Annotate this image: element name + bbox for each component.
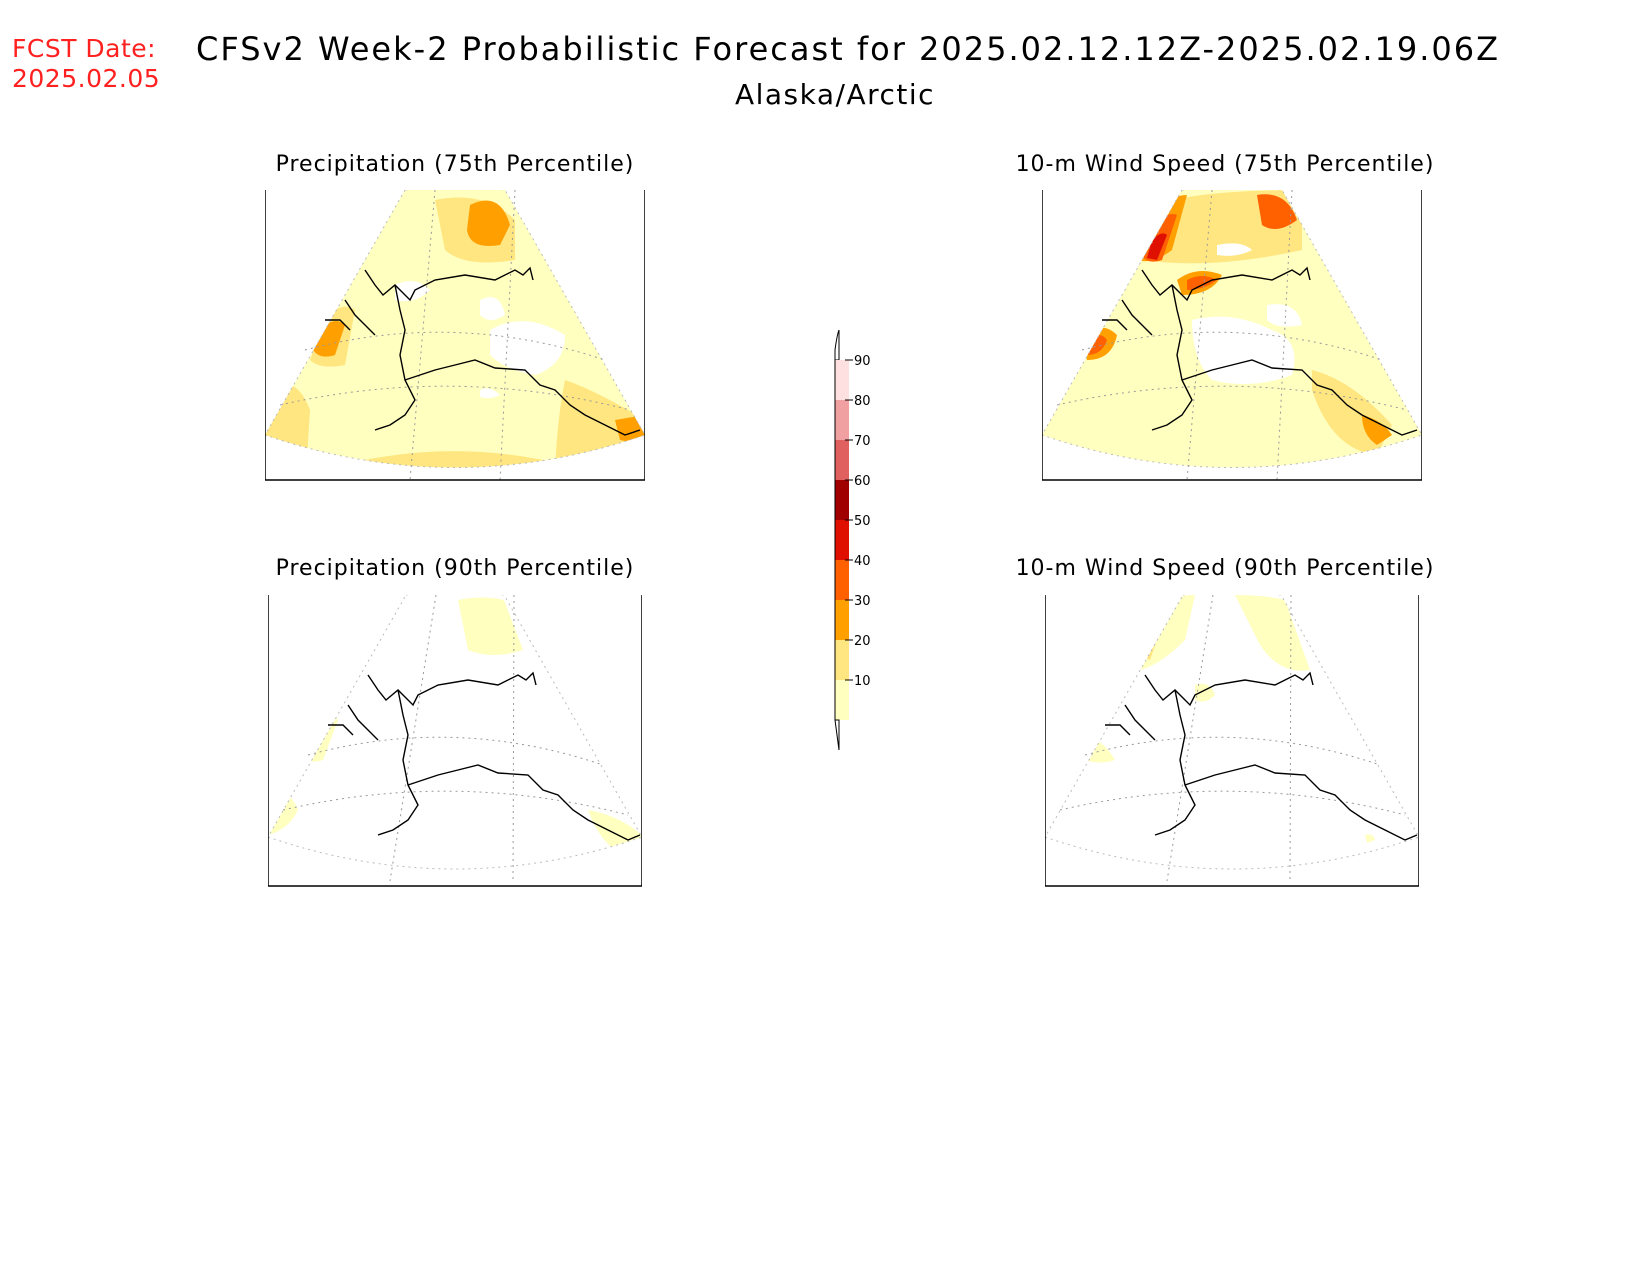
forecast-date-block: FCST Date: 2025.02.05 [12, 34, 160, 94]
colorbar-segment-70 [835, 440, 849, 480]
wind-90-region-10e [1365, 834, 1375, 843]
precip-75-region-blank [490, 321, 565, 375]
precip-75-region-blank3 [395, 281, 430, 302]
colorbar-segment-40 [835, 560, 849, 600]
precip-75-region-blank4 [480, 388, 500, 399]
colorbar-label-50: 50 [854, 514, 871, 529]
precip-90-region-10 [458, 597, 523, 655]
map-precip-75 [265, 190, 645, 481]
colorbar-label-30: 30 [854, 594, 871, 609]
precip-75-region-20e [365, 451, 565, 468]
colorbar-segment-10 [835, 680, 849, 720]
map-wind-90 [1045, 595, 1419, 887]
map-precip-90 [268, 595, 642, 887]
colorbar-label-10: 10 [854, 674, 871, 689]
colorbar-segment-60 [835, 480, 849, 520]
colorbar-label-40: 40 [854, 554, 871, 569]
colorbar-top-tip [834, 330, 840, 361]
forecast-date-label: FCST Date: [12, 34, 157, 63]
wind-90-region-10b [1235, 595, 1310, 671]
colorbar: 90 80 70 60 50 40 30 20 10 [834, 330, 871, 750]
page-title-text: CFSv2 Week-2 Probabilistic Forecast for … [196, 30, 1501, 68]
coastline-wind-90 [1105, 671, 1418, 841]
colorbar-bottom-tip [834, 719, 840, 750]
forecast-date-value: 2025.02.05 [12, 64, 161, 93]
colorbar-label-80: 80 [854, 394, 871, 409]
coastline-wind-75 [1102, 266, 1418, 436]
wind-75-region-30d [1362, 415, 1392, 445]
colorbar-segment-30 [835, 600, 849, 640]
colorbar-segment-90 [835, 360, 849, 400]
colorbar-label-20: 20 [854, 634, 871, 649]
map-wind-75 [1042, 190, 1422, 481]
coastline-precip-90 [328, 671, 641, 841]
precip-75-region-blank2 [480, 297, 505, 320]
panel-title-precip-90: Precipitation (90th Percentile) [275, 556, 635, 581]
colorbar-segment-50 [835, 520, 849, 560]
precip-75-region-20c [265, 383, 310, 468]
coastline-precip-75 [325, 266, 641, 436]
panel-title-wind-75: 10-m Wind Speed (75th Percentile) [1015, 152, 1435, 177]
colorbar-label-90: 90 [854, 354, 871, 369]
colorbar-segment-80 [835, 400, 849, 440]
wind-75-region-30b [1257, 194, 1297, 229]
wind-75-region-blank3 [1217, 243, 1252, 256]
colorbar-label-70: 70 [854, 434, 871, 449]
colorbar-segment-20 [835, 640, 849, 680]
colorbar-label-60: 60 [854, 474, 871, 489]
region-subtitle: Alaska/Arctic [734, 78, 936, 111]
panel-title-wind-90: 10-m Wind Speed (90th Percentile) [1015, 556, 1435, 581]
precip-90-region-10e [528, 860, 598, 869]
precip-90-region-10f [318, 864, 353, 869]
wind-75-region-50b [1187, 276, 1217, 290]
panel-title-precip-75: Precipitation (75th Percentile) [275, 152, 635, 177]
wind-75-region-blank2 [1267, 304, 1302, 327]
precip-75-region-30 [467, 200, 510, 246]
